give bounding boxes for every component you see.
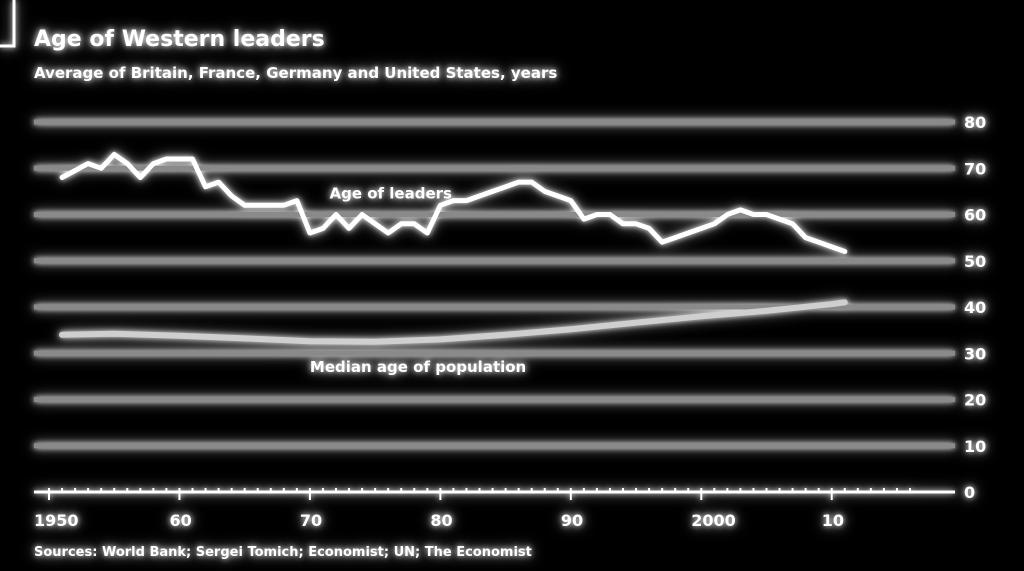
x-tick-label-2000: 2000 (691, 511, 736, 530)
chart-subtitle: Average of Britain, France, Germany and … (34, 64, 557, 82)
chart-title: Age of Western leaders (34, 27, 325, 52)
x-tick-label-90: 90 (561, 511, 583, 530)
series (59, 151, 848, 345)
chart-source: Sources: World Bank; Sergei Tomich; Econ… (34, 545, 532, 560)
gridlines (34, 119, 955, 494)
y-tick-label-70: 70 (964, 159, 986, 178)
x-tick-label-1950: 1950 (34, 511, 79, 530)
corner-bracket (0, 0, 16, 48)
y-tick-label-30: 30 (964, 344, 986, 363)
x-axis-ticks: 1950 60 70 80 90 2000 10 (34, 492, 844, 530)
y-tick-label-20: 20 (964, 391, 986, 410)
x-tick-label-70: 70 (300, 511, 322, 530)
label-median-age: Median age of population (310, 358, 526, 376)
x-tick-label-60: 60 (169, 511, 191, 530)
y-tick-label-0: 0 (964, 483, 975, 502)
x-axis-minor-ticks (48, 488, 911, 492)
x-tick-label-80: 80 (430, 511, 452, 530)
y-tick-label-10: 10 (964, 437, 986, 456)
label-age-of-leaders: Age of leaders (329, 184, 452, 202)
y-tick-label-80: 80 (964, 113, 986, 132)
y-tick-label-60: 60 (964, 206, 986, 225)
y-tick-label-40: 40 (964, 298, 986, 317)
series-age-of-leaders-line (59, 151, 848, 254)
annotations: Age of leaders Median age of population (310, 184, 526, 375)
series-median-age-line (59, 299, 848, 345)
y-axis-ticks: 0 10 20 30 40 50 60 70 80 (964, 113, 986, 502)
y-tick-label-50: 50 (964, 252, 986, 271)
x-tick-label-10: 10 (822, 511, 844, 530)
